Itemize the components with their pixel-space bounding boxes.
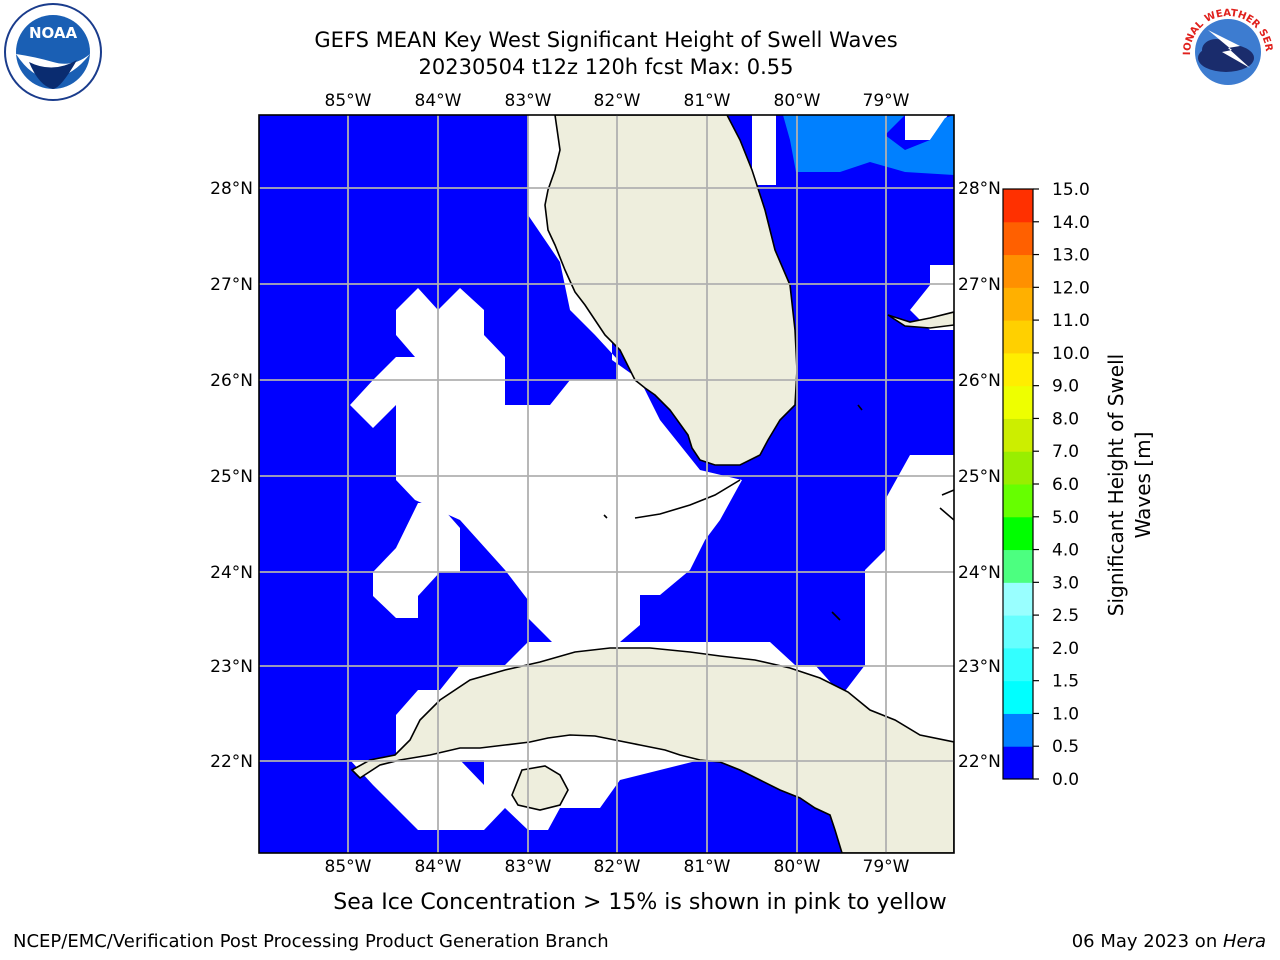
bahamas-landmass bbox=[939, 489, 954, 521]
colorbar-tick-label: 5.0 bbox=[1052, 508, 1079, 528]
florida-keys bbox=[603, 404, 863, 621]
longitude-tick-label-top: 83°W bbox=[505, 91, 552, 111]
colorbar-segment bbox=[1003, 746, 1033, 780]
latitude-tick-label-right: 26°N bbox=[958, 371, 1001, 391]
footer-branch: NCEP/EMC/Verification Post Processing Pr… bbox=[13, 931, 609, 952]
colorbar-segment bbox=[1003, 418, 1033, 452]
latitude-tick-label-left: 28°N bbox=[210, 179, 253, 199]
noaa-logo-icon: NOAA bbox=[4, 3, 102, 101]
colorbar-segment bbox=[1003, 320, 1033, 354]
colorbar-tick-label: 4.0 bbox=[1052, 541, 1079, 561]
colorbar-segment bbox=[1003, 385, 1033, 419]
latitude-tick-label-right: 28°N bbox=[958, 179, 1001, 199]
colorbar-segment bbox=[1003, 647, 1033, 682]
colorbar-tick-label: 2.5 bbox=[1052, 606, 1079, 626]
colorbar-tick-label: 6.0 bbox=[1052, 475, 1079, 495]
colorbar-segment bbox=[1003, 352, 1033, 387]
colorbar-tick-label: 3.0 bbox=[1052, 573, 1079, 593]
colorbar-tick-label: 14.0 bbox=[1052, 213, 1090, 233]
colorbar-segment bbox=[1003, 516, 1033, 551]
sea-ice-note: Sea Ice Concentration > 15% is shown in … bbox=[333, 890, 947, 915]
colorbar-tick-label: 0.5 bbox=[1052, 737, 1079, 757]
nws-logo-icon: NATIONAL WEATHER SERVICE bbox=[1177, 2, 1276, 100]
latitude-tick-label-left: 23°N bbox=[210, 657, 253, 677]
swell-gap-region bbox=[905, 115, 948, 140]
colorbar-segment bbox=[1003, 254, 1033, 288]
swell-gap-region bbox=[752, 140, 776, 185]
colorbar-tick-label: 11.0 bbox=[1052, 311, 1090, 331]
bahamas-landmass bbox=[887, 311, 954, 329]
latitude-tick-label-right: 22°N bbox=[958, 752, 1001, 772]
longitude-tick-label-bottom: 82°W bbox=[594, 857, 641, 877]
latitude-tick-label-right: 25°N bbox=[958, 467, 1001, 487]
longitude-tick-label-top: 79°W bbox=[863, 91, 910, 111]
florida-landmass bbox=[544, 115, 798, 466]
longitude-tick-label-top: 81°W bbox=[684, 91, 731, 111]
colorbar-tick-label: 0.0 bbox=[1052, 770, 1079, 790]
colorbar-tick-label: 7.0 bbox=[1052, 442, 1079, 462]
footer-host: Hera bbox=[1222, 931, 1266, 952]
latitude-tick-label-right: 23°N bbox=[958, 657, 1001, 677]
swell-light-patch bbox=[783, 115, 954, 175]
cuba-landmass bbox=[350, 647, 954, 853]
latitude-tick-label-right: 24°N bbox=[958, 563, 1001, 583]
noaa-logo-text: NOAA bbox=[29, 24, 78, 42]
colorbar-segment bbox=[1003, 451, 1033, 485]
colorbar-segment bbox=[1003, 713, 1033, 747]
map-subtitle-forecast: 20230504 t12z 120h fcst Max: 0.55 bbox=[418, 55, 794, 79]
colorbar-segment bbox=[1003, 287, 1033, 321]
colorbar-label-line2: Waves [m] bbox=[1131, 432, 1155, 539]
colorbar-segment bbox=[1003, 484, 1033, 518]
map-frame bbox=[258, 114, 955, 854]
swell-gap-region bbox=[910, 265, 954, 330]
swell-gap-region bbox=[752, 115, 776, 140]
longitude-tick-label-bottom: 84°W bbox=[415, 857, 462, 877]
colorbar-tick-label: 8.0 bbox=[1052, 409, 1079, 429]
colorbar-segment bbox=[1003, 549, 1033, 583]
colorbar-segment bbox=[1003, 680, 1033, 714]
map-title: GEFS MEAN Key West Significant Height of… bbox=[314, 28, 898, 52]
latitude-tick-label-left: 25°N bbox=[210, 467, 253, 487]
longitude-tick-label-bottom: 79°W bbox=[863, 857, 910, 877]
colorbar-tick-label: 15.0 bbox=[1052, 180, 1090, 200]
footer-date: 06 May 2023 on Hera bbox=[1072, 931, 1266, 952]
colorbar-segment bbox=[1003, 615, 1033, 649]
longitude-tick-label-top: 82°W bbox=[594, 91, 641, 111]
latitude-tick-label-right: 27°N bbox=[958, 275, 1001, 295]
latitude-tick-label-left: 22°N bbox=[210, 752, 253, 772]
colorbar-segment bbox=[1003, 582, 1033, 616]
colorbar-segment bbox=[1003, 221, 1033, 256]
longitude-tick-label-bottom: 80°W bbox=[774, 857, 821, 877]
longitude-tick-label-bottom: 81°W bbox=[684, 857, 731, 877]
colorbar-tick-label: 12.0 bbox=[1052, 278, 1090, 298]
colorbar-tick-label: 9.0 bbox=[1052, 377, 1079, 397]
colorbar-tick-label: 13.0 bbox=[1052, 246, 1090, 266]
colorbar-segment bbox=[1003, 189, 1033, 223]
latitude-tick-label-left: 24°N bbox=[210, 563, 253, 583]
colorbar-tick-label: 1.5 bbox=[1052, 672, 1079, 692]
footer-date-text: 06 May 2023 on bbox=[1071, 931, 1223, 952]
colorbar-tick-label: 2.0 bbox=[1052, 639, 1079, 659]
latitude-tick-label-left: 26°N bbox=[210, 371, 253, 391]
longitude-tick-label-bottom: 85°W bbox=[325, 857, 372, 877]
isla-juventud-landmass bbox=[511, 765, 569, 811]
latitude-tick-label-left: 27°N bbox=[210, 275, 253, 295]
longitude-tick-label-top: 85°W bbox=[325, 91, 372, 111]
colorbar-tick-label: 1.0 bbox=[1052, 704, 1079, 724]
colorbar-tick-label: 10.0 bbox=[1052, 344, 1090, 364]
longitude-tick-label-bottom: 83°W bbox=[505, 857, 552, 877]
colorbar-label-line1: Significant Height of Swell bbox=[1104, 354, 1128, 616]
longitude-tick-label-top: 80°W bbox=[774, 91, 821, 111]
swell-gap-region bbox=[350, 115, 742, 642]
longitude-tick-label-top: 84°W bbox=[415, 91, 462, 111]
